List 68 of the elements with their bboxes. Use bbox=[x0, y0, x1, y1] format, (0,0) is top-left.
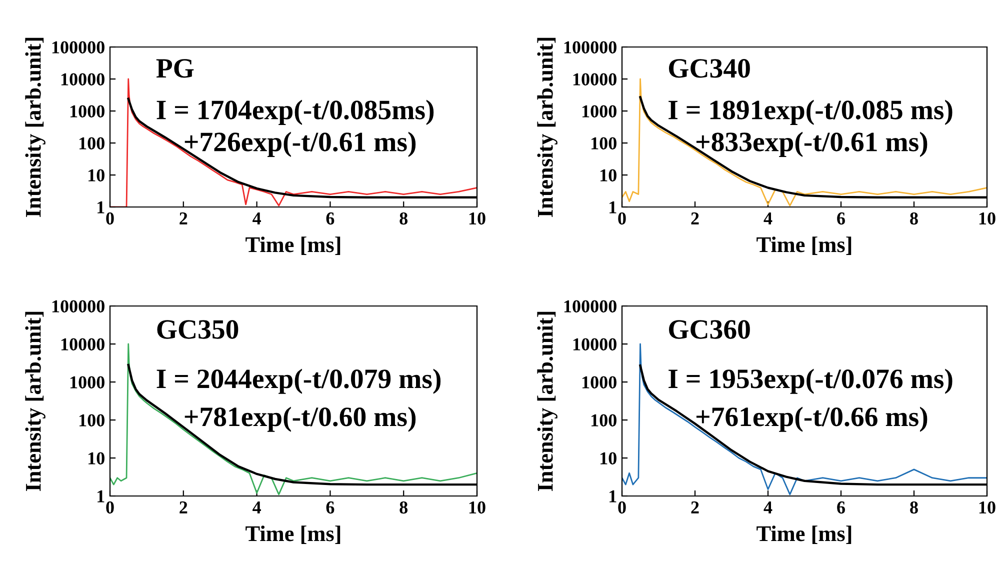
y-tick-label: 1000 bbox=[582, 105, 616, 118]
y-tick-label: 1000 bbox=[70, 105, 104, 118]
y-tick-label: 10 bbox=[88, 452, 104, 464]
annotation: I = 1891exp(-t/0.085 ms) bbox=[668, 100, 952, 125]
annotation: +761exp(-t/0.66 ms) bbox=[696, 406, 928, 432]
y-tick-label: 10 bbox=[600, 452, 616, 464]
y-tick-label: 10 bbox=[600, 169, 616, 182]
x-tick-label: 2 bbox=[691, 212, 699, 224]
x-axis-title: Time [ms] bbox=[246, 526, 340, 544]
x-tick-label: 10 bbox=[469, 501, 486, 514]
y-tick-label: 1000 bbox=[70, 376, 104, 388]
x-tick-label: 4 bbox=[252, 212, 261, 224]
x-tick-label: 0 bbox=[106, 212, 114, 225]
annotation: I = 1704exp(-t/0.085ms) bbox=[156, 100, 434, 125]
x-axis-title: Time [ms] bbox=[756, 526, 852, 544]
annotation: +781exp(-t/0.60 ms) bbox=[184, 406, 416, 432]
y-tick-label: 100 bbox=[80, 414, 104, 426]
x-tick-label: 6 bbox=[326, 501, 334, 514]
y-tick-label: 1000 bbox=[582, 376, 616, 388]
annotation: +726exp(-t/0.61 ms) bbox=[184, 132, 416, 157]
y-tick-label: 100 bbox=[80, 137, 104, 150]
x-tick-label: 4 bbox=[764, 212, 772, 224]
x-tick-label: 2 bbox=[180, 212, 188, 224]
y-tick-label: 10 bbox=[88, 169, 104, 182]
x-tick-label: 6 bbox=[837, 501, 845, 514]
x-tick-label: 8 bbox=[910, 212, 918, 225]
y-axis-title: Intensity [arb.unit] bbox=[537, 312, 558, 491]
y-tick-label: 1 bbox=[98, 490, 104, 502]
annotation: I = 2044exp(-t/0.079 ms) bbox=[156, 368, 441, 394]
y-tick-label: 10000 bbox=[573, 338, 616, 350]
x-tick-label: 6 bbox=[326, 212, 334, 225]
x-tick-label: 10 bbox=[979, 501, 996, 514]
x-tick-label: 10 bbox=[979, 212, 996, 225]
x-tick-label: 2 bbox=[180, 501, 188, 514]
y-tick-label: 10000 bbox=[61, 338, 104, 350]
y-tick-label: 100 bbox=[592, 414, 616, 426]
x-axis-title: Time [ms] bbox=[756, 236, 852, 255]
chart-title: GC350 bbox=[157, 320, 238, 339]
y-tick-label: 100000 bbox=[564, 41, 616, 54]
x-tick-label: 4 bbox=[252, 502, 261, 514]
annotation: I = 1953exp(-t/0.076 ms) bbox=[668, 368, 952, 394]
y-tick-label: 100000 bbox=[52, 300, 104, 312]
chart-title: GC360 bbox=[668, 320, 750, 339]
chart-title: PG bbox=[156, 59, 194, 78]
y-tick-label: 10000 bbox=[573, 73, 616, 86]
annotation: +833exp(-t/0.61 ms) bbox=[696, 132, 928, 157]
y-axis-title: Intensity [arb.unit] bbox=[537, 38, 558, 217]
x-tick-label: 0 bbox=[618, 212, 626, 225]
x-tick-label: 8 bbox=[910, 501, 918, 514]
chart-title: GC340 bbox=[668, 59, 750, 78]
y-axis-title: Intensity [arb.unit] bbox=[25, 38, 46, 217]
x-axis-title: Time [ms] bbox=[246, 236, 340, 255]
x-tick-label: 8 bbox=[400, 212, 408, 225]
y-tick-label: 1 bbox=[98, 201, 104, 214]
y-tick-label: 1 bbox=[610, 490, 616, 502]
y-axis-title: Intensity [arb.unit] bbox=[25, 312, 46, 491]
x-tick-label: 0 bbox=[106, 501, 114, 514]
y-tick-label: 100 bbox=[592, 137, 616, 150]
x-tick-label: 4 bbox=[764, 502, 772, 514]
y-tick-label: 10000 bbox=[61, 73, 104, 86]
y-tick-label: 100000 bbox=[564, 300, 616, 312]
x-tick-label: 8 bbox=[400, 501, 408, 514]
x-tick-label: 2 bbox=[691, 501, 699, 514]
x-tick-label: 6 bbox=[837, 212, 845, 225]
y-tick-label: 100000 bbox=[52, 41, 104, 54]
x-tick-label: 10 bbox=[469, 212, 486, 225]
y-tick-label: 1 bbox=[610, 201, 616, 214]
x-tick-label: 0 bbox=[618, 501, 626, 514]
